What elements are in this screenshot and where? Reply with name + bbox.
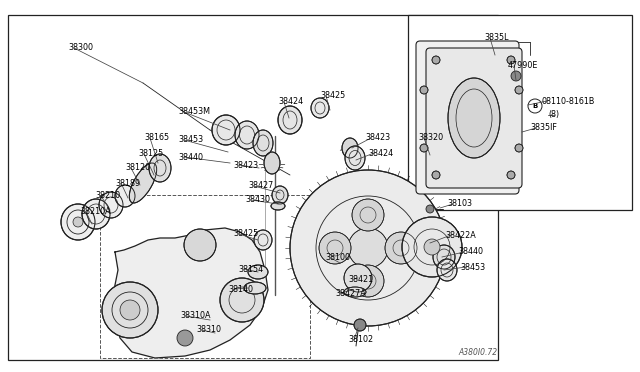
Ellipse shape — [437, 259, 457, 281]
Circle shape — [528, 99, 542, 113]
Circle shape — [432, 56, 440, 64]
Text: 38210A: 38210A — [80, 208, 111, 217]
Ellipse shape — [244, 282, 266, 294]
Circle shape — [511, 71, 521, 81]
Circle shape — [344, 264, 372, 292]
Ellipse shape — [342, 138, 358, 158]
Circle shape — [420, 144, 428, 152]
Bar — [100, 195, 310, 358]
Bar — [408, 15, 632, 210]
Circle shape — [432, 171, 440, 179]
Text: 38424: 38424 — [368, 148, 393, 157]
Circle shape — [352, 199, 384, 231]
Text: 38453M: 38453M — [178, 108, 210, 116]
Text: 3835L: 3835L — [484, 33, 509, 42]
Circle shape — [177, 330, 193, 346]
Text: 38427: 38427 — [248, 182, 273, 190]
Polygon shape — [113, 228, 268, 358]
Circle shape — [507, 56, 515, 64]
Text: 38300: 38300 — [68, 44, 93, 52]
Ellipse shape — [253, 130, 273, 156]
Text: 38140: 38140 — [228, 285, 253, 294]
Text: 38453: 38453 — [178, 135, 203, 144]
Text: 38165: 38165 — [144, 134, 169, 142]
Ellipse shape — [254, 230, 272, 250]
Text: 38425: 38425 — [320, 92, 345, 100]
Circle shape — [120, 300, 140, 320]
Text: 3835IF: 3835IF — [530, 124, 557, 132]
Text: 38310: 38310 — [196, 326, 221, 334]
Ellipse shape — [345, 146, 365, 170]
Text: A380I0.72: A380I0.72 — [459, 348, 498, 357]
Ellipse shape — [149, 154, 171, 182]
Text: 38453: 38453 — [460, 263, 485, 272]
Circle shape — [319, 232, 351, 264]
Text: 38430: 38430 — [245, 196, 270, 205]
Circle shape — [352, 265, 384, 297]
Circle shape — [402, 217, 462, 277]
Bar — [8, 15, 498, 360]
Circle shape — [424, 239, 440, 255]
Text: 38440: 38440 — [458, 247, 483, 257]
Ellipse shape — [278, 106, 302, 134]
Text: 38120: 38120 — [125, 164, 150, 173]
Text: B: B — [532, 103, 538, 109]
Circle shape — [515, 144, 523, 152]
Circle shape — [426, 205, 434, 213]
Text: 38100: 38100 — [325, 253, 350, 263]
Text: 38427A: 38427A — [335, 289, 365, 298]
Circle shape — [507, 171, 515, 179]
Text: 38103: 38103 — [447, 199, 472, 208]
Ellipse shape — [235, 121, 259, 149]
Circle shape — [290, 170, 446, 326]
FancyBboxPatch shape — [426, 48, 522, 188]
Ellipse shape — [212, 115, 240, 145]
Text: 38423: 38423 — [233, 160, 258, 170]
Circle shape — [184, 229, 216, 261]
Ellipse shape — [248, 265, 268, 279]
Text: 38422A: 38422A — [445, 231, 476, 240]
FancyBboxPatch shape — [416, 41, 519, 194]
Text: 38189: 38189 — [115, 179, 140, 187]
Ellipse shape — [61, 204, 95, 240]
Text: 38310A: 38310A — [180, 311, 211, 321]
Circle shape — [515, 86, 523, 94]
Text: 38425: 38425 — [233, 230, 259, 238]
Ellipse shape — [264, 152, 280, 174]
Text: 38424: 38424 — [278, 97, 303, 106]
Text: 38102: 38102 — [348, 336, 373, 344]
Ellipse shape — [311, 98, 329, 118]
Ellipse shape — [129, 163, 157, 203]
Ellipse shape — [272, 186, 288, 204]
Ellipse shape — [344, 287, 366, 297]
Circle shape — [420, 86, 428, 94]
Circle shape — [220, 278, 264, 322]
Circle shape — [102, 282, 158, 338]
Circle shape — [354, 319, 366, 331]
Text: 08110-8161B: 08110-8161B — [541, 96, 595, 106]
Text: 38440: 38440 — [178, 153, 203, 161]
Ellipse shape — [115, 185, 135, 207]
Ellipse shape — [433, 245, 455, 269]
Circle shape — [385, 232, 417, 264]
Ellipse shape — [448, 78, 500, 158]
Ellipse shape — [82, 199, 110, 229]
Circle shape — [348, 228, 388, 268]
Text: 38125: 38125 — [138, 150, 163, 158]
Text: 38210: 38210 — [95, 192, 120, 201]
Text: 47990E: 47990E — [508, 61, 538, 71]
Text: 38421: 38421 — [348, 275, 373, 283]
Ellipse shape — [271, 202, 285, 210]
Text: (8): (8) — [548, 110, 559, 119]
Ellipse shape — [99, 192, 123, 218]
Text: 38423: 38423 — [365, 134, 390, 142]
Ellipse shape — [73, 217, 83, 227]
Text: 38320: 38320 — [418, 134, 443, 142]
Text: 38154: 38154 — [238, 264, 263, 273]
